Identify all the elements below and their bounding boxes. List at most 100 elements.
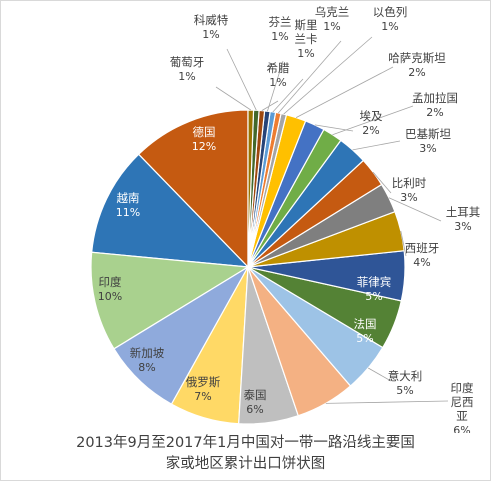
slice-label-value: 5% [396, 384, 413, 397]
slice-label-name: 新加坡 [130, 346, 165, 360]
leader-line-24 [215, 86, 252, 111]
slice-label-value: 1% [381, 20, 398, 33]
leader-line-18 [283, 36, 373, 115]
slice-label-name: 意大利 [388, 369, 423, 383]
slice-label-name: 菲律宾 [357, 275, 392, 289]
slice-label-value: 2% [426, 106, 443, 119]
slice-label-name: 斯里 [295, 18, 318, 32]
slice-label-value: 7% [194, 390, 211, 403]
slice-label-16: 埃及2% [360, 109, 383, 137]
slice-label-name: 越南 [117, 191, 140, 205]
leader-line-23 [226, 48, 257, 111]
slice-label-name: 以色列 [373, 5, 408, 19]
slice-label-name: 葡萄牙 [170, 55, 205, 69]
leader-line-19 [277, 40, 342, 114]
slice-label-value: 6% [453, 424, 470, 433]
slice-label-value: 1% [202, 28, 219, 41]
pie-slice-1 [137, 109, 249, 269]
slice-label-name: 巴基斯坦 [405, 127, 451, 141]
slice-label-value: 1% [297, 47, 314, 60]
slice-label-value: 1% [323, 20, 340, 33]
slice-label-value: 1% [178, 70, 195, 83]
slice-label-value: 3% [419, 142, 436, 155]
slice-label-value: 2% [362, 124, 379, 137]
slice-label-name: 希腊 [267, 61, 290, 75]
leader-line-8 [368, 367, 392, 382]
slice-label-value: 11% [116, 206, 140, 219]
slice-label-name: 印度 [99, 275, 122, 289]
slice-label-value: 5% [365, 290, 382, 303]
slice-label-value: 10% [98, 290, 122, 303]
leader-line-13 [372, 171, 392, 194]
slice-label-name: 亚 [456, 409, 468, 423]
leader-line-21 [267, 60, 284, 112]
slice-label-value: 1% [269, 76, 286, 89]
leader-line-17 [295, 66, 394, 118]
slice-label-value: 8% [138, 361, 155, 374]
slice-label-name: 尼西 [451, 395, 474, 409]
slice-label-name: 泰国 [244, 388, 267, 402]
slice-label-name: 乌克兰 [315, 5, 350, 19]
pie-slice-2 [91, 153, 250, 268]
slice-label-name: 西班牙 [405, 241, 440, 255]
chart-title-line-2: 家或地区累计出口饼状图 [165, 456, 326, 472]
slice-label-name: 比利时 [392, 176, 427, 190]
leader-line-7 [325, 400, 449, 404]
slice-label-9: 法国5% [354, 317, 377, 345]
leader-line-22 [261, 100, 279, 111]
chart-title: 2013年9月至2017年1月中国对一带一路沿线主要国 家或地区累计出口饼状图 [1, 433, 490, 475]
pie-slice-3 [90, 251, 250, 350]
leader-line-12 [388, 197, 442, 222]
slice-label-name: 哈萨克斯坦 [388, 51, 446, 65]
leader-line-11 [400, 230, 407, 257]
slice-label-name: 孟加拉国 [412, 91, 458, 105]
slice-label-value: 5% [356, 332, 373, 345]
slice-label-name: 芬兰 [269, 15, 292, 29]
slice-label-value: 4% [413, 256, 430, 269]
slice-label-value: 6% [246, 403, 263, 416]
leader-lines [215, 36, 449, 404]
slice-label-6: 泰国6% [244, 388, 267, 416]
leader-line-14 [352, 140, 401, 151]
slice-label-value: 1% [271, 30, 288, 43]
slice-label-name: 德国 [193, 125, 216, 139]
slice-label-name: 科威特 [194, 13, 229, 27]
slice-label-21: 芬兰1% [269, 15, 292, 43]
slice-label-value: 2% [408, 66, 425, 79]
slice-label-name: 法国 [354, 317, 377, 331]
slice-label-name: 印度 [451, 381, 474, 395]
slice-label-22: 希腊1% [267, 61, 290, 89]
slice-label-name: 土耳其 [446, 205, 481, 219]
slice-label-name: 埃及 [360, 109, 383, 123]
slice-label-name: 俄罗斯 [186, 375, 221, 389]
leader-line-20 [272, 78, 304, 113]
slice-label-name: 兰卡 [295, 32, 318, 46]
pie-slices [90, 109, 406, 425]
slice-label-value: 12% [192, 140, 216, 153]
leader-line-16 [314, 124, 354, 132]
chart-title-line-1: 2013年9月至2017年1月中国对一带一路沿线主要国 [76, 435, 415, 451]
slice-label-value: 3% [400, 191, 417, 204]
